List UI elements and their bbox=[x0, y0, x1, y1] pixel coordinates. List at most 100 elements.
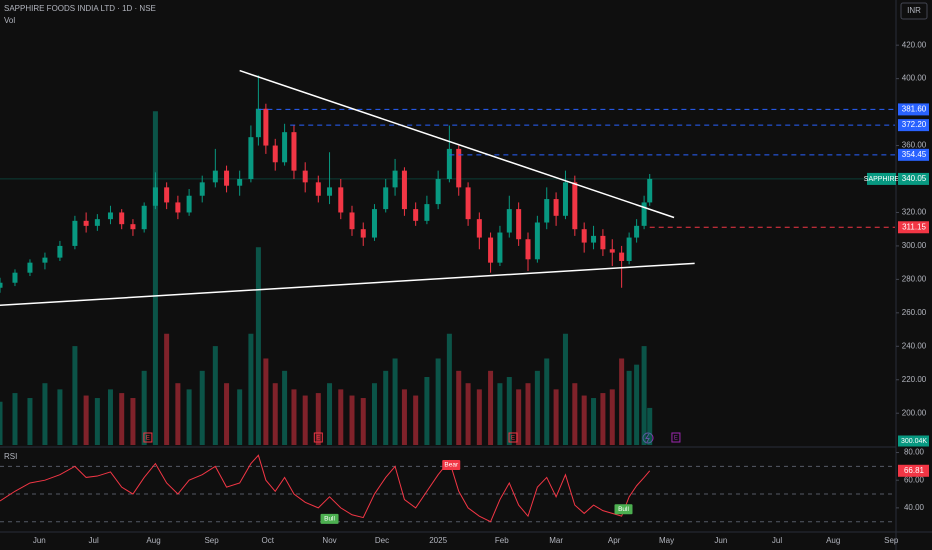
candle-body bbox=[94, 219, 100, 226]
volume-bar bbox=[42, 383, 48, 445]
volume-bar bbox=[553, 389, 559, 445]
signal-label: Bull bbox=[324, 516, 335, 523]
candle-body bbox=[152, 187, 158, 206]
volume-bar bbox=[371, 383, 377, 445]
symbol-label-box bbox=[867, 172, 896, 185]
candle-body bbox=[255, 108, 261, 138]
volume-bar bbox=[456, 370, 462, 445]
candle-body bbox=[525, 239, 531, 260]
candle-body bbox=[272, 145, 278, 163]
x-tick-label: Sep bbox=[884, 536, 899, 545]
volume-bar bbox=[141, 370, 147, 445]
volume-bar bbox=[465, 383, 471, 445]
currency[interactable]: INR bbox=[907, 6, 921, 15]
volume-bar bbox=[248, 333, 254, 445]
candle-body bbox=[224, 170, 230, 186]
rsi-line bbox=[0, 454, 651, 523]
candle-body bbox=[199, 182, 205, 196]
candle-body bbox=[553, 199, 559, 216]
candle-body bbox=[446, 148, 452, 180]
candle-body bbox=[12, 272, 18, 283]
volume-bar bbox=[572, 383, 578, 445]
y-tick-label: 280.00 bbox=[902, 274, 927, 283]
signal-box bbox=[320, 513, 339, 524]
chart-title: SAPPHIRE FOODS INDIA LTD · 1D · NSE bbox=[4, 4, 156, 13]
candle-body bbox=[360, 229, 366, 238]
volume-bar bbox=[413, 395, 419, 445]
volume-bar bbox=[57, 389, 63, 445]
candle-body bbox=[291, 132, 297, 171]
candle-body bbox=[497, 232, 503, 263]
x-tick-label: Jun bbox=[714, 536, 727, 545]
price-label: 340.05 bbox=[902, 174, 927, 183]
candle-body bbox=[600, 235, 606, 250]
volume-bar bbox=[424, 377, 430, 445]
volume-bar bbox=[516, 389, 522, 445]
price-label-box bbox=[898, 172, 929, 185]
currency-button[interactable] bbox=[900, 2, 928, 20]
candle-body bbox=[107, 212, 113, 220]
volume-bar bbox=[476, 389, 482, 445]
level-label-box bbox=[898, 103, 929, 116]
x-tick-label: Dec bbox=[375, 536, 389, 545]
volume-bar bbox=[199, 370, 205, 445]
candle-body bbox=[282, 132, 288, 163]
candle-body bbox=[476, 219, 482, 238]
candle-body bbox=[175, 202, 181, 213]
volume-bar bbox=[107, 389, 113, 445]
volume-bar bbox=[435, 358, 441, 445]
candle-body bbox=[581, 229, 587, 243]
x-tick-label: Mar bbox=[549, 536, 563, 545]
y-tick-label: 320.00 bbox=[902, 208, 927, 217]
candle-body bbox=[544, 199, 550, 223]
volume-bar bbox=[619, 358, 625, 445]
y-tick-label: 260.00 bbox=[902, 308, 927, 317]
candle-body bbox=[534, 222, 540, 260]
volume-bar bbox=[581, 395, 587, 445]
trendline bbox=[239, 69, 675, 219]
candle-body bbox=[315, 182, 321, 196]
level-label: 311.15 bbox=[902, 222, 926, 231]
candle-body bbox=[237, 179, 243, 186]
x-tick-label: Aug bbox=[146, 536, 160, 545]
y-tick-label: 300.00 bbox=[902, 241, 927, 250]
candle-body bbox=[349, 212, 355, 230]
candle-body bbox=[57, 245, 63, 258]
x-tick-label: Oct bbox=[262, 536, 275, 545]
candle-body bbox=[212, 170, 218, 183]
volume-bar bbox=[186, 389, 192, 445]
volume-bar bbox=[12, 393, 18, 445]
signal-box bbox=[614, 504, 633, 515]
earnings-marker bbox=[508, 432, 518, 443]
volume-bar bbox=[525, 383, 531, 445]
y-tick-label: 240.00 bbox=[902, 341, 927, 350]
candle-body bbox=[338, 187, 344, 213]
volume-bar bbox=[338, 389, 344, 445]
x-tick-label: May bbox=[659, 536, 674, 545]
earnings-marker bbox=[143, 432, 153, 443]
candle-body bbox=[435, 179, 441, 205]
level-label: 372.20 bbox=[902, 120, 927, 129]
x-tick-label: Sep bbox=[204, 536, 219, 545]
candle-body bbox=[413, 209, 419, 221]
candle-body bbox=[641, 202, 647, 226]
candle-body bbox=[263, 108, 269, 146]
candle-body bbox=[130, 224, 136, 230]
y-tick-label: 420.00 bbox=[902, 40, 927, 49]
candle-body bbox=[647, 178, 653, 203]
volume-bar bbox=[401, 389, 407, 445]
level-label-box bbox=[898, 148, 929, 161]
volume-bar bbox=[119, 393, 125, 445]
candle-body bbox=[424, 204, 430, 221]
volume-bar bbox=[94, 398, 100, 445]
candle-body bbox=[186, 195, 192, 213]
rsi-tick-label: 80.00 bbox=[904, 448, 925, 457]
rsi-title: RSI bbox=[4, 452, 17, 461]
x-tick-label: Nov bbox=[322, 536, 336, 545]
candle-body bbox=[119, 212, 125, 225]
level-label-box bbox=[898, 119, 929, 132]
x-tick-label: Jul bbox=[772, 536, 782, 545]
volume-bar bbox=[544, 358, 550, 445]
volume-bar bbox=[130, 398, 136, 445]
